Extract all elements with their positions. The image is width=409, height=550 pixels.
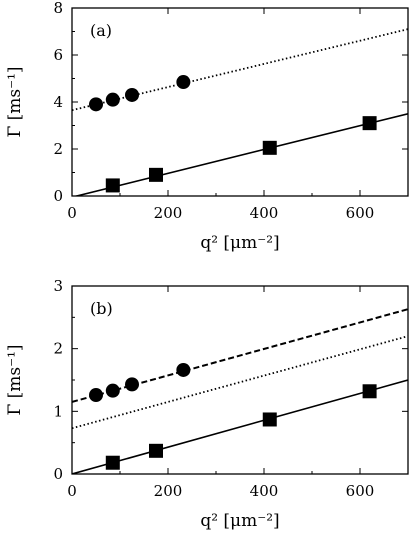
x-axis-label: q² [μm⁻²] [200,233,279,253]
data-point-square [105,455,120,470]
y-tick-label: 0 [53,465,63,483]
y-tick-label: 1 [53,402,63,420]
data-point-square [149,443,163,458]
data-point-circle [125,87,139,102]
data-point-circle [176,362,191,377]
y-tick-label: 8 [53,0,63,17]
y-tick-label: 0 [53,187,63,205]
y-axis-label: Γ [ms⁻¹] [5,344,25,415]
panel-a: 0 200 400 600 0 2 4 6 8 (a) q² [μm⁻²] Γ [ms⁻¹] [5,0,409,253]
plot-frame [71,285,409,475]
fit-line-solid [72,379,408,474]
data-point-circle [125,377,139,392]
y-tick-label: 4 [53,93,63,111]
x-tick-label: 0 [67,204,77,222]
y-tick-label: 2 [53,140,63,158]
x-tick-label: 200 [154,482,183,500]
data-point-circle [89,97,103,112]
y-tick-label: 2 [53,340,63,358]
data-point-square [362,116,377,131]
fit-line-dotted [72,28,408,112]
data-point-circle [105,383,120,398]
data-point-circle [176,75,191,90]
x-tick-label: 600 [346,204,375,222]
data-point-square [262,412,277,427]
data-point-square [149,167,163,182]
data-point-circle [89,388,103,403]
x-tick-label: 600 [346,482,375,500]
panel-b: 0 200 400 600 0 1 2 3 (b) q² [μm⁻²] Γ [ms⁻¹] [5,277,409,531]
data-point-square [362,384,377,399]
panel-label: (a) [90,21,112,40]
fit-line-dashed [72,308,408,403]
data-point-square [262,140,277,155]
y-tick-label: 3 [53,277,63,295]
x-axis-label: q² [μm⁻²] [200,511,279,531]
x-tick-label: 0 [67,482,77,500]
plot-frame [71,7,409,197]
data-point-circle [105,92,120,107]
x-tick-label: 200 [154,204,183,222]
panel-label: (b) [90,299,113,318]
y-tick-label: 6 [53,46,63,64]
y-axis-label: Γ [ms⁻¹] [5,66,25,137]
x-tick-label: 400 [250,482,279,500]
fit-line-dotted [72,335,408,430]
x-tick-label: 400 [250,204,279,222]
data-point-square [105,178,120,193]
fit-line-solid [73,112,408,196]
